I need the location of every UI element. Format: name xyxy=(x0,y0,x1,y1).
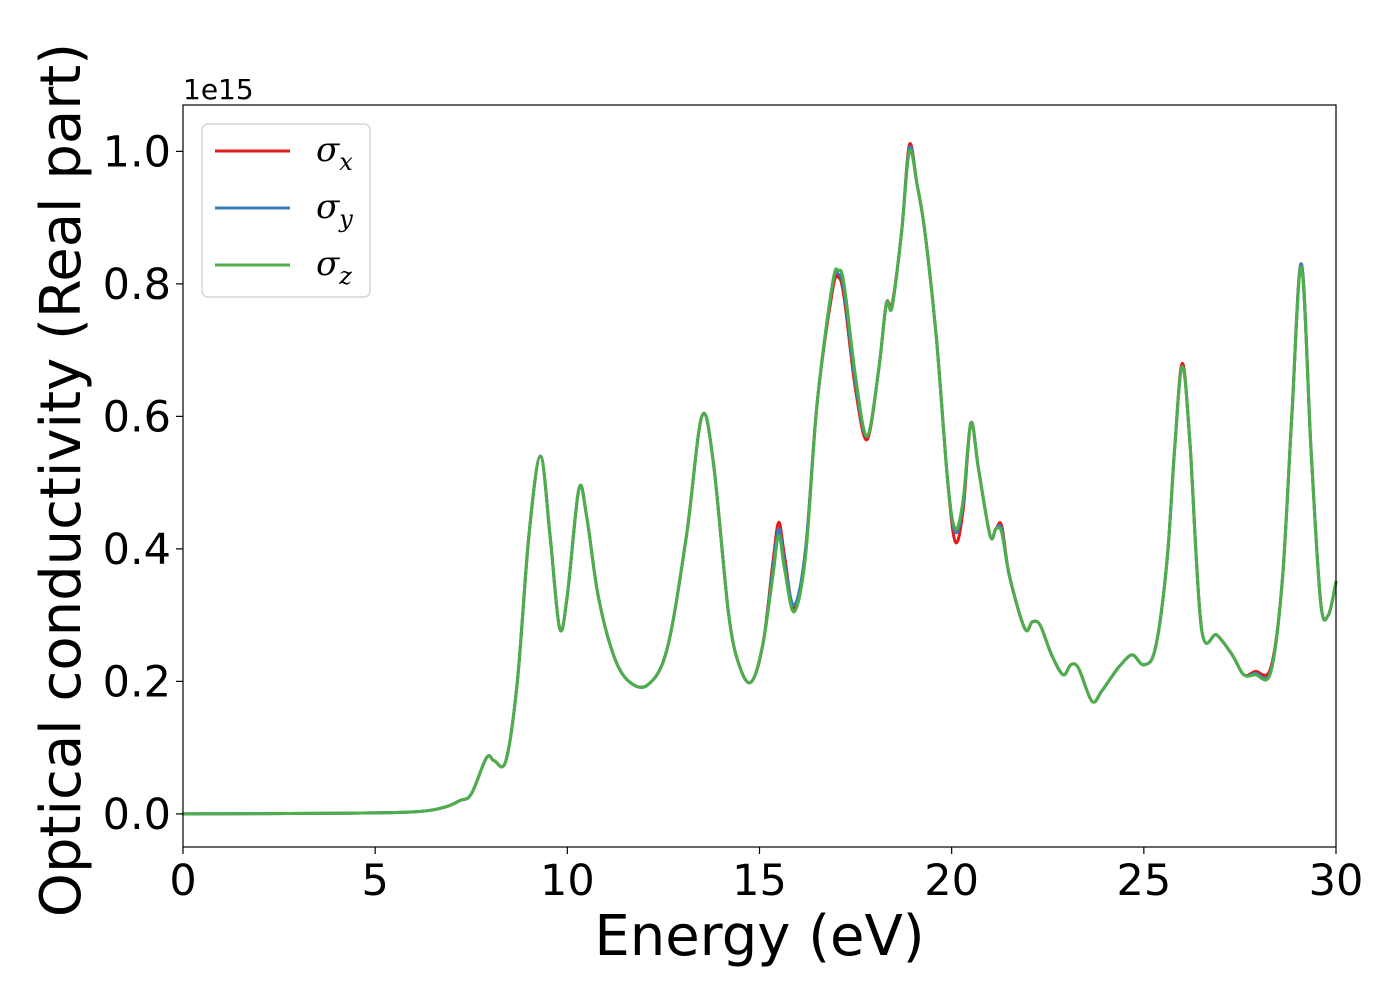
y-tick-label: 0.8 xyxy=(103,260,171,310)
series-layer xyxy=(181,142,1338,816)
x-tick-label: 10 xyxy=(540,856,595,906)
x-tick-label: 0 xyxy=(169,856,196,906)
y-offset-label: 1e15 xyxy=(183,73,254,106)
y-axis-title: Optical conductivity (Real part) xyxy=(29,43,94,917)
y-tick-label: 0.2 xyxy=(103,657,171,707)
x-tick-label: 15 xyxy=(732,856,787,906)
series-line-z xyxy=(181,148,1338,816)
y-tick-label: 0.0 xyxy=(103,790,171,840)
x-axis-title: Energy (eV) xyxy=(594,904,924,969)
y-tick-label: 0.6 xyxy=(103,392,171,442)
y-axis: 0.0 0.2 0.4 0.6 0.8 1.0 xyxy=(103,127,183,840)
legend-entry-z: σz xyxy=(215,244,352,290)
x-tick-label: 25 xyxy=(1116,856,1171,906)
y-tick-label: 0.4 xyxy=(103,525,171,575)
x-tick-label: 30 xyxy=(1309,856,1364,906)
y-tick-label: 1.0 xyxy=(103,127,171,177)
legend-entry-x: σx xyxy=(215,130,353,176)
x-axis: 0 5 10 15 20 25 30 xyxy=(169,847,1363,906)
legend-label: σx xyxy=(316,130,353,176)
legend-label: σz xyxy=(316,244,352,290)
legend: σx σy σz xyxy=(201,123,371,298)
legend-entry-y: σy xyxy=(215,187,353,233)
x-tick-label: 20 xyxy=(924,856,979,906)
legend-label: σy xyxy=(316,187,353,233)
legend-box xyxy=(201,123,371,298)
x-tick-label: 5 xyxy=(361,856,388,906)
